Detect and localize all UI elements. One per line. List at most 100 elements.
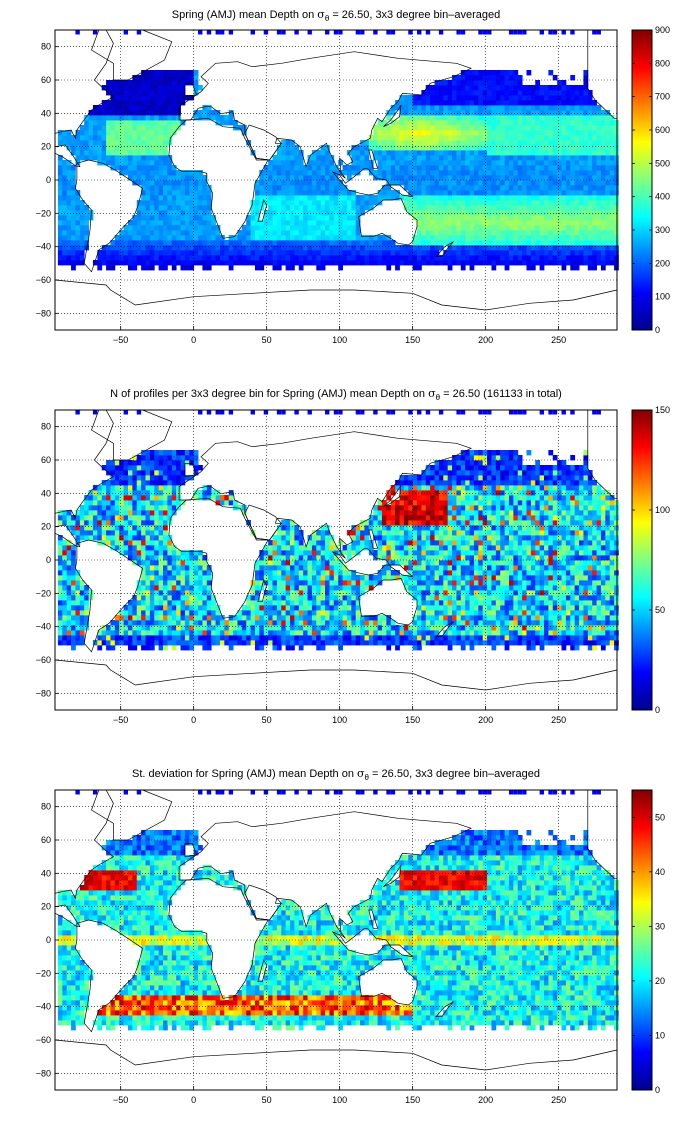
heat-cell xyxy=(97,250,103,256)
heat-cell xyxy=(425,630,431,636)
heat-cell xyxy=(478,225,484,231)
heat-cell xyxy=(478,85,484,91)
heat-cell xyxy=(443,210,449,216)
heat-cell xyxy=(241,230,247,236)
heat-cell xyxy=(417,110,422,116)
heat-cell xyxy=(583,590,589,596)
heat-cell xyxy=(171,255,177,261)
heat-cell xyxy=(132,235,138,241)
heat-cell xyxy=(57,140,63,146)
heat-cell xyxy=(526,240,532,246)
heat-cell xyxy=(447,185,453,191)
heat-cell xyxy=(495,205,501,211)
heat-cell xyxy=(408,150,414,156)
heat-cell xyxy=(570,250,576,256)
heat-cell xyxy=(202,185,208,191)
heat-cell xyxy=(381,125,387,131)
heat-cell xyxy=(206,220,212,226)
heat-cell xyxy=(237,125,243,131)
heat-cell xyxy=(460,605,466,611)
heat-cell xyxy=(425,180,431,186)
heat-cell xyxy=(355,210,361,216)
heat-cell xyxy=(456,205,462,211)
heat-cell xyxy=(605,205,611,211)
heat-cell xyxy=(254,250,260,256)
heat-cell xyxy=(198,235,203,241)
heat-cell xyxy=(434,170,440,176)
heat-cell xyxy=(482,110,488,116)
heat-cell xyxy=(351,260,357,266)
heat-cell xyxy=(561,220,567,226)
heat-cell xyxy=(570,120,576,126)
heat-cell xyxy=(408,210,414,216)
heat-cell xyxy=(281,190,287,196)
heat-cell xyxy=(329,250,335,256)
heat-cell xyxy=(368,205,374,211)
heat-cell xyxy=(171,640,177,646)
heat-cell xyxy=(180,620,186,626)
heat-cell xyxy=(193,250,199,256)
heat-cell xyxy=(452,180,457,186)
heat-cell xyxy=(101,100,107,106)
heat-cell xyxy=(167,190,173,196)
heat-cell xyxy=(443,155,449,161)
heat-cell xyxy=(259,240,265,246)
heat-cell xyxy=(62,250,68,256)
heat-cell xyxy=(167,220,173,226)
heat-cell xyxy=(574,175,580,181)
heat-cell xyxy=(303,630,308,636)
heat-cell xyxy=(272,180,278,186)
heat-cell xyxy=(346,630,352,636)
heat-cell xyxy=(145,140,151,146)
heat-cell xyxy=(316,605,322,611)
heat-cell xyxy=(325,610,330,616)
heat-cell xyxy=(285,145,291,151)
heat-cell xyxy=(482,250,488,256)
heat-cell xyxy=(307,170,313,176)
heat-cell xyxy=(71,600,76,606)
heat-cell xyxy=(456,220,462,226)
heat-cell xyxy=(513,70,519,76)
heat-cell xyxy=(473,210,479,216)
heat-cell xyxy=(167,180,173,186)
heat-cell xyxy=(513,235,519,241)
heat-cell xyxy=(513,140,519,146)
heat-cell xyxy=(119,235,125,241)
heat-cell xyxy=(342,610,348,616)
heat-cell xyxy=(167,165,173,171)
heat-cell xyxy=(145,255,151,261)
heat-cell xyxy=(473,205,479,211)
heat-cell xyxy=(127,145,133,151)
heat-cell xyxy=(338,205,343,211)
heat-cell xyxy=(452,630,457,636)
heat-cell xyxy=(171,190,177,196)
heat-cell xyxy=(390,170,396,176)
heat-cell xyxy=(500,255,505,261)
heat-cell xyxy=(552,90,558,96)
heat-cell xyxy=(478,605,484,611)
heat-cell xyxy=(469,120,475,126)
heat-cell xyxy=(88,150,94,156)
heat-cell xyxy=(605,620,611,626)
heat-cell xyxy=(548,100,554,106)
heat-cell xyxy=(530,220,536,226)
heat-cell xyxy=(408,195,414,201)
heat-cell xyxy=(552,255,558,261)
heat-cell xyxy=(123,605,129,611)
heat-cell xyxy=(154,190,160,196)
heat-cell xyxy=(307,230,313,236)
heat-cell xyxy=(570,135,576,141)
heat-cell xyxy=(211,610,216,616)
heat-cell xyxy=(495,625,501,631)
heat-cell xyxy=(110,630,116,636)
heat-cell xyxy=(136,630,142,636)
heat-cell xyxy=(425,145,431,151)
heat-cell xyxy=(241,640,247,646)
heat-cell xyxy=(351,155,357,161)
heat-cell xyxy=(154,610,160,616)
heat-cell xyxy=(333,630,339,636)
heat-cell xyxy=(487,140,492,146)
heat-cell xyxy=(290,180,295,186)
heat-cell xyxy=(614,250,619,256)
heat-cell xyxy=(158,90,164,96)
